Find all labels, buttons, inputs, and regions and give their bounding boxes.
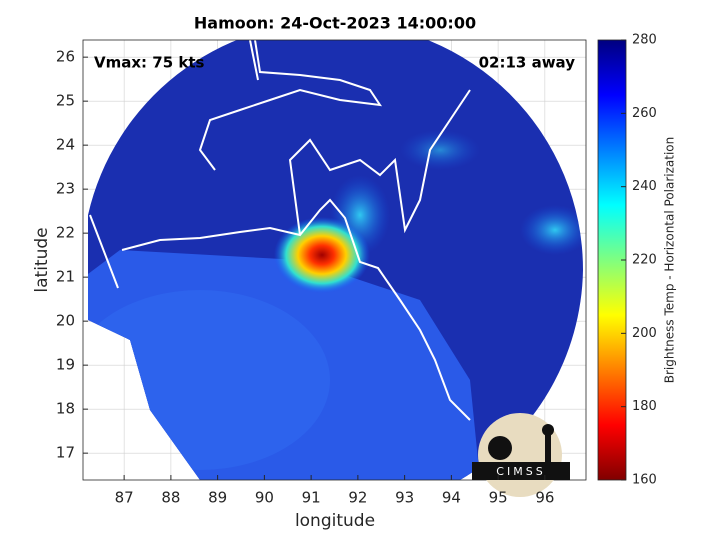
plot-frame <box>82 39 587 481</box>
x-tick-label: 88 <box>161 489 180 507</box>
y-tick-label: 26 <box>56 48 75 66</box>
x-tick-label: 93 <box>395 489 414 507</box>
y-tick-label: 24 <box>56 136 75 154</box>
x-tick-label: 91 <box>302 489 321 507</box>
colorbar-tick-label: 220 <box>632 253 657 268</box>
annotation: 02:13 away <box>479 54 576 72</box>
y-tick-label: 25 <box>56 92 75 110</box>
y-tick-label: 22 <box>56 224 75 242</box>
x-tick-label: 87 <box>115 489 134 507</box>
x-tick-label: 94 <box>442 489 461 507</box>
y-tick-label: 23 <box>56 180 75 198</box>
satellite-image <box>88 40 583 480</box>
colorbar-tick-label: 180 <box>632 399 657 414</box>
colorbar-tick-label: 280 <box>632 33 657 48</box>
colorbar-tick-label: 200 <box>632 326 657 341</box>
x-tick-label: 95 <box>489 489 508 507</box>
x-tick-label: 89 <box>208 489 227 507</box>
x-axis-label: longitude <box>295 511 375 531</box>
x-tick-label: 96 <box>535 489 554 507</box>
logo: CIMSS <box>472 413 570 497</box>
colorbar-label: Brightness Temp - Horizontal Polarizatio… <box>663 137 677 384</box>
y-tick-label: 17 <box>56 444 75 462</box>
y-tick-label: 21 <box>56 268 75 286</box>
y-axis-label: latitude <box>32 227 52 292</box>
x-tick-label: 90 <box>255 489 274 507</box>
x-tick-label: 92 <box>348 489 367 507</box>
colorbar-tick-label: 160 <box>632 473 657 488</box>
chart-title: Hamoon: 24-Oct-2023 14:00:00 <box>194 14 476 33</box>
y-tick-label: 18 <box>56 400 75 418</box>
y-tick-label: 20 <box>56 312 75 330</box>
y-tick-label: 19 <box>56 356 75 374</box>
colorbar-tick-label: 260 <box>632 106 657 121</box>
colorbar-tick-label: 240 <box>632 179 657 194</box>
annotation: Vmax: 75 kts <box>94 54 204 72</box>
logo-text: CIMSS <box>496 465 545 478</box>
